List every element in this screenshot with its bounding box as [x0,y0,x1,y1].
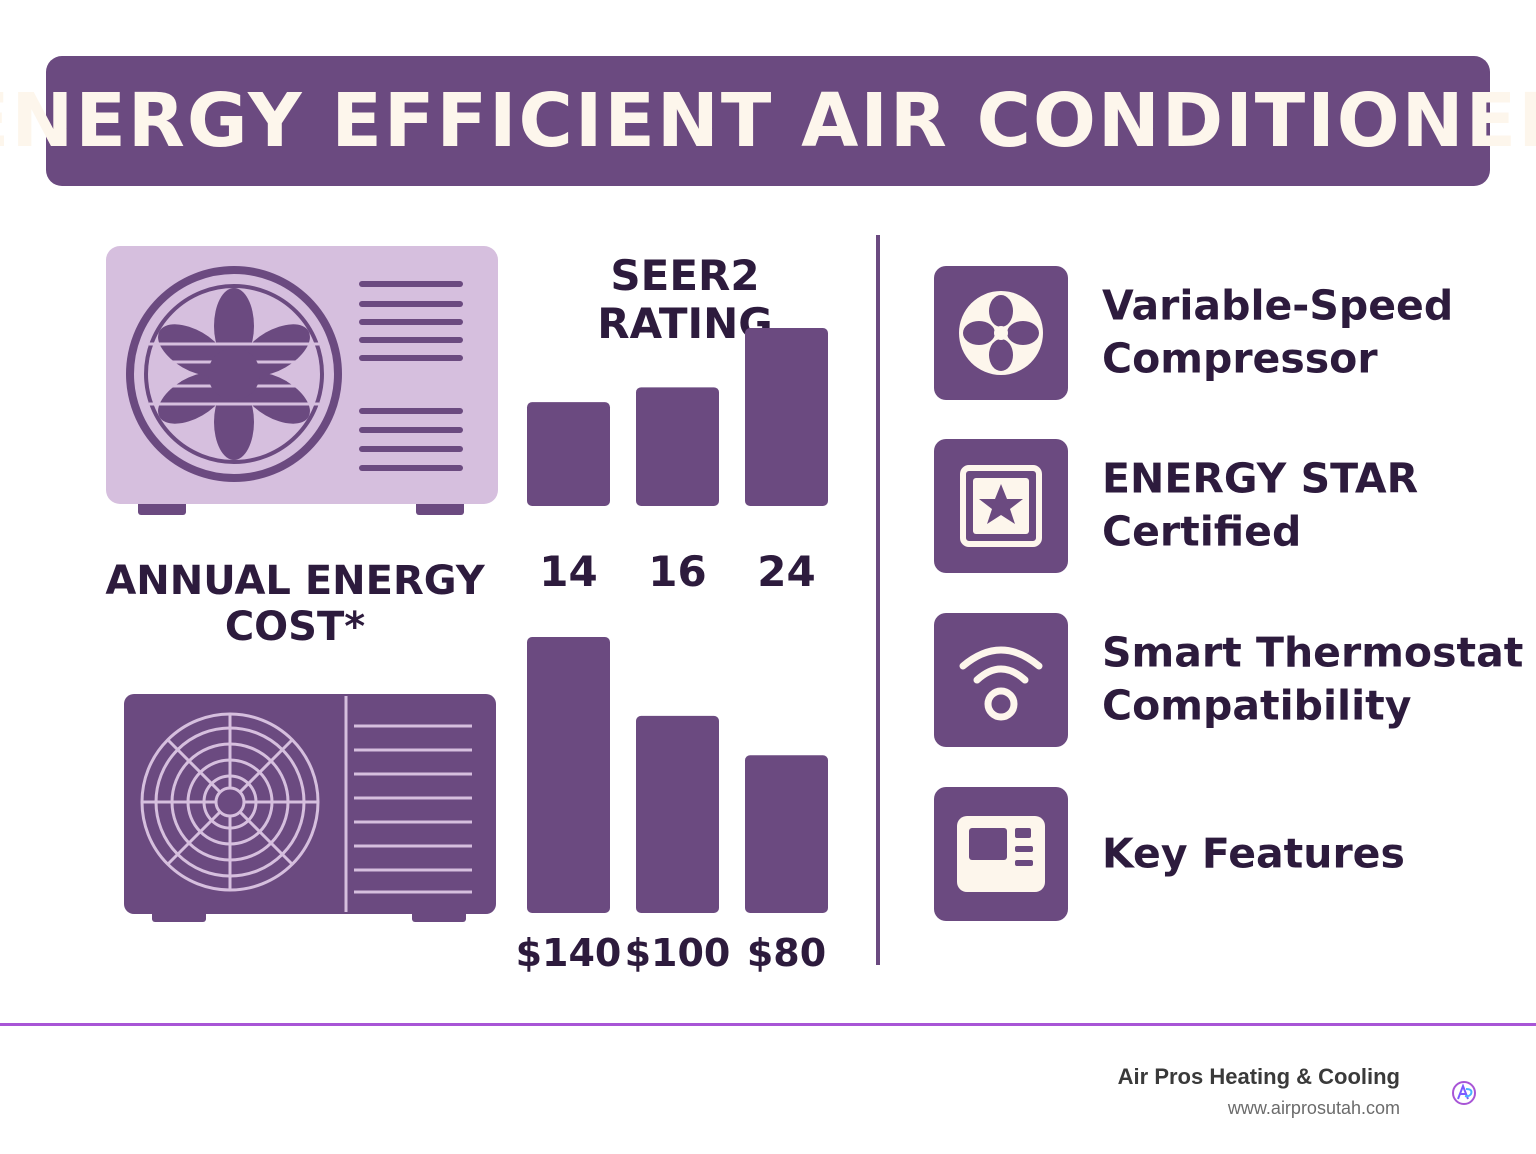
feature-label-line: Variable-Speed [1102,281,1454,330]
footer-divider [0,1023,1536,1026]
seer-bar-16 [636,387,719,506]
feature-label-line: Key Features [1102,829,1405,878]
feature-label-line: Compressor [1102,335,1378,383]
seer-chart-title: SEER2 RATING [597,251,773,349]
feature-icon-tile [934,266,1068,400]
fan-icon [959,291,1043,375]
seer-value-label: 16 [648,547,706,596]
vertical-divider [876,235,880,965]
feature-label-line: Compatibility [1102,682,1412,730]
feature-icon-tile [934,613,1068,747]
ac-unit-light-illustration [106,246,498,515]
page-title: ENERGY EFFICIENT AIR CONDITIONER [0,78,1536,164]
cost-bar-16 [636,715,719,913]
feature-label: Key Features [1102,827,1512,880]
ac-unit-dark-illustration [124,694,496,922]
company-url: www.airprosutah.com [1227,1098,1400,1118]
seer-bar-24 [745,328,828,506]
title-banner: ENERGY EFFICIENT AIR CONDITIONER [0,56,1536,186]
feature-label: Smart Thermostat Compatibility [1102,627,1524,734]
wifi-signal-icon [959,646,1043,721]
feature-label-line: Smart Thermostat [1102,628,1524,677]
cost-value-label: $80 [747,931,826,975]
feature-smart-thermostat: Smart Thermostat Compatibility [934,613,1524,747]
company-name: Air Pros Heating & Cooling [1117,1064,1400,1089]
company-logo-icon [1452,1081,1476,1105]
cost-chart-title: ANNUAL ENERGY COST* [100,558,490,650]
feature-key-features: Key Features [934,787,1514,921]
feature-icon-tile [934,439,1068,573]
cost-bar-14 [527,637,610,913]
feature-label: ENERGY STAR Certified [1102,453,1512,560]
footer-brand: Air Pros Heating & Cooling www.airprosut… [1118,1064,1400,1119]
cost-value-label: $100 [625,931,731,975]
cost-title-line: ANNUAL ENERGY [105,558,485,604]
feature-energy-star: ENERGY STAR Certified [934,439,1514,573]
feature-icon-tile [934,787,1068,921]
feature-label-line: ENERGY STAR [1102,454,1419,503]
cost-title-line: COST* [224,604,366,650]
feature-label: Variable-Speed Compressor [1102,280,1512,387]
feature-label-line: Certified [1102,508,1302,556]
star-badge-icon [960,465,1042,547]
feature-variable-speed: Variable-Speed Compressor [934,266,1514,400]
seer-value-label: 24 [757,547,815,596]
control-panel-icon [957,816,1045,892]
seer-bar-14 [527,402,610,506]
cost-value-label: $140 [516,931,622,975]
seer-value-label: 14 [539,547,597,596]
cost-bar-24 [745,755,828,913]
